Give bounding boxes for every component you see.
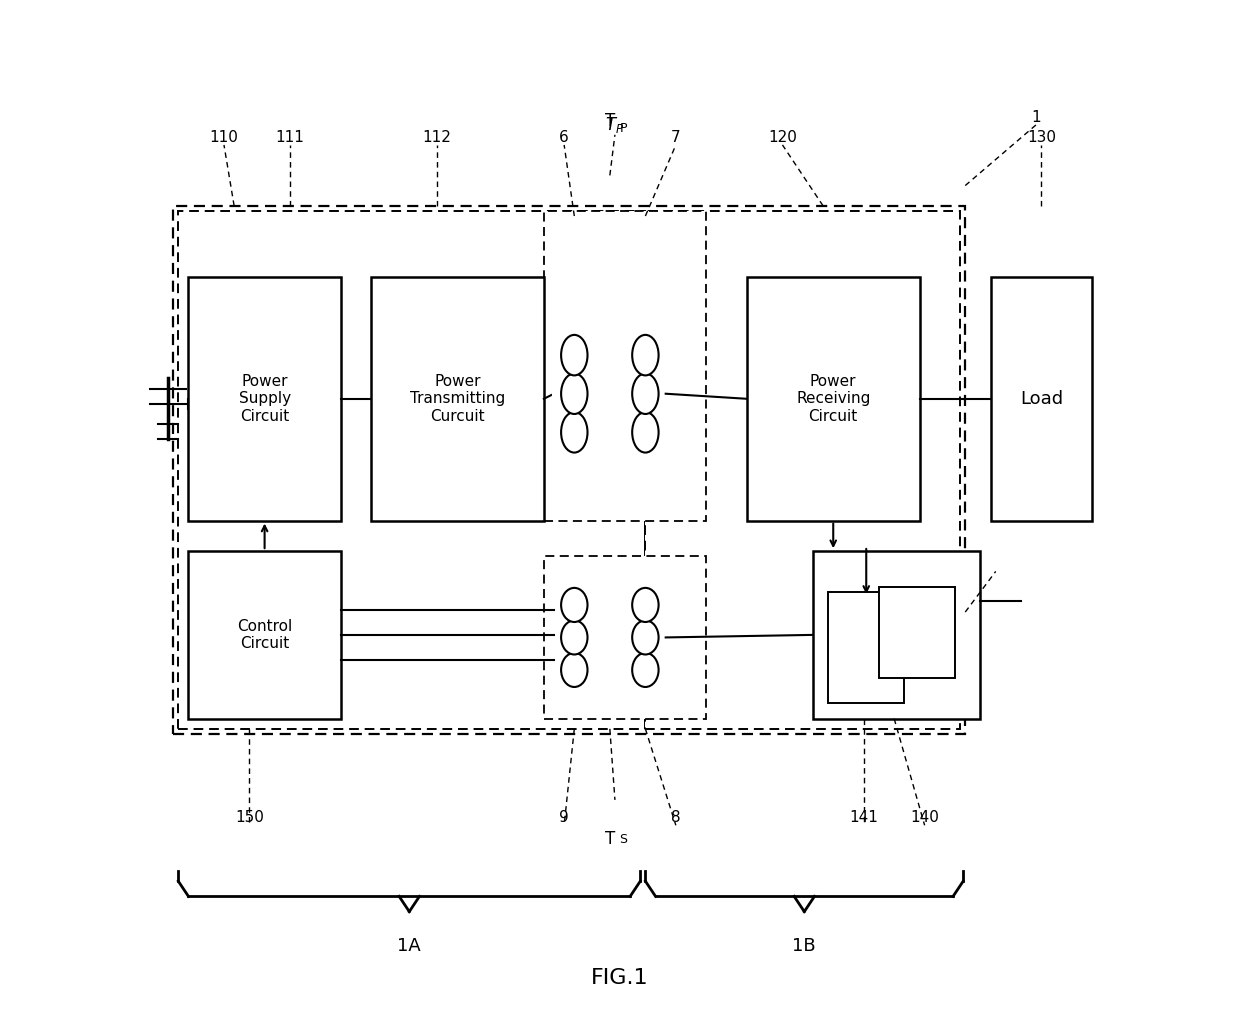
Text: FIG.1: FIG.1 [591,968,649,987]
FancyBboxPatch shape [828,592,904,703]
Ellipse shape [562,335,588,376]
FancyBboxPatch shape [188,277,341,521]
Text: 112: 112 [423,130,451,145]
FancyBboxPatch shape [188,551,341,719]
Text: 120: 120 [768,130,797,145]
Text: 150: 150 [234,811,264,825]
Text: 130: 130 [1027,130,1056,145]
Text: Power
Transmitting
Curcuit: Power Transmitting Curcuit [410,374,505,424]
FancyBboxPatch shape [813,551,981,719]
FancyBboxPatch shape [991,277,1092,521]
Text: Power
Supply
Circuit: Power Supply Circuit [238,374,290,424]
Text: Power
Receiving
Circuit: Power Receiving Circuit [796,374,870,424]
Text: T: T [605,111,615,130]
FancyBboxPatch shape [544,556,707,719]
Text: 1A: 1A [398,937,422,955]
FancyBboxPatch shape [544,211,707,521]
FancyBboxPatch shape [645,211,960,729]
Text: 1: 1 [1032,109,1042,125]
Ellipse shape [632,412,658,452]
FancyBboxPatch shape [371,277,544,521]
Ellipse shape [632,335,658,376]
Text: 1B: 1B [792,937,816,955]
Text: 110: 110 [210,130,238,145]
Ellipse shape [632,374,658,414]
Text: 8: 8 [671,811,681,825]
Ellipse shape [562,621,588,654]
Text: P: P [619,121,626,135]
Text: $T_P$: $T_P$ [605,114,625,135]
Ellipse shape [632,621,658,654]
Text: 6: 6 [559,130,569,145]
Text: Control
Circuit: Control Circuit [237,619,293,651]
FancyBboxPatch shape [174,206,965,734]
Text: 7: 7 [671,130,681,145]
Ellipse shape [562,588,588,622]
FancyBboxPatch shape [879,587,955,678]
Ellipse shape [632,588,658,622]
Text: Load: Load [1019,390,1063,407]
FancyBboxPatch shape [746,277,920,521]
Text: S: S [619,833,627,846]
Text: T: T [605,830,615,848]
Text: 141: 141 [849,811,878,825]
Ellipse shape [562,412,588,452]
Ellipse shape [562,652,588,687]
Text: 140: 140 [910,811,939,825]
FancyBboxPatch shape [179,211,645,729]
Ellipse shape [632,652,658,687]
Ellipse shape [562,374,588,414]
Text: 111: 111 [275,130,304,145]
Text: 9: 9 [559,811,569,825]
